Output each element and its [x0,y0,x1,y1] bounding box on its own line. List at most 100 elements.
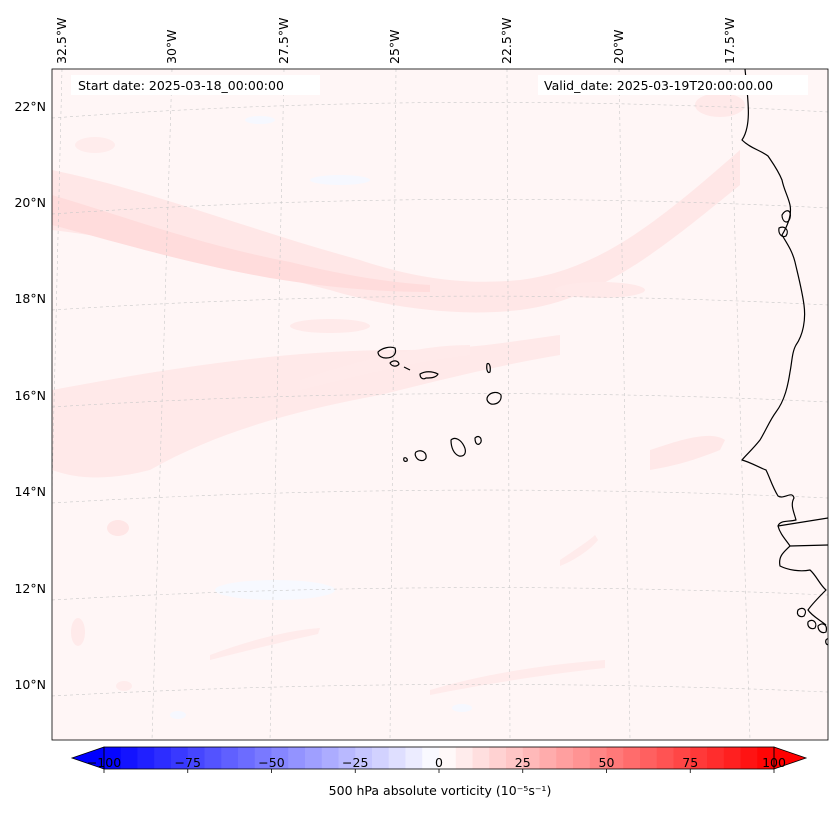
coastlines [741,69,828,646]
colorbar-cell [606,747,624,769]
vorticity-neg-blob-3 [245,116,275,124]
africa-coastline [741,69,827,626]
coastal-islet-2 [778,226,788,238]
cbar-tick-label: 0 [435,755,443,770]
colorbar-cell [221,747,239,769]
colorbar-cell [472,747,490,769]
colorbar-cell [589,747,607,769]
lon-label-25w: 25°W [387,29,402,64]
colorbar-cell [539,747,557,769]
colorbar-cell [171,747,189,769]
vorticity-blob-6 [695,93,745,117]
colorbar-cell [489,747,507,769]
island-santiago [450,437,466,457]
island-brava [403,457,408,462]
colorbar-tick-labels: −100 −75 −50 −25 0 25 50 75 100 [87,755,786,770]
colorbar-cell [238,747,256,769]
valid-date-text: Valid_date: 2025-03-19T20:00:00.00 [544,78,773,93]
colorbar-cell [120,747,138,769]
vorticity-blob-7 [75,137,115,153]
lat-label-20n: 20°N [14,195,46,210]
island-sal [486,362,491,374]
lat-label-12n: 12°N [14,581,46,596]
colorbar-cell [137,747,155,769]
vorticity-band-lower [52,335,560,478]
colorbar-cell [673,747,691,769]
colorbar-cell [204,747,222,769]
map-frame [51,68,829,741]
vorticity-blob-4 [290,319,370,333]
bijagos-island-1 [796,607,807,618]
vorticity-streak-5 [210,628,320,660]
vorticity-neg-blob-2 [215,580,335,600]
vorticity-neg-blob-4 [170,711,186,719]
island-sao-nicolau [419,371,439,380]
colorbar-ticks [103,769,775,773]
colorbar-cell [740,747,758,769]
start-date-box: Start date: 2025-03-18_00:00:00 [71,75,320,95]
cbar-tick-label: −75 [175,755,201,770]
lon-label-27-5w: 27.5°W [276,18,291,64]
colorbar-cell [372,747,390,769]
colorbar-cell [422,747,440,769]
lon-label-32-5w: 32.5°W [54,18,69,64]
vorticity-streak-4 [430,660,605,695]
vorticity-field [52,93,745,719]
island-santo-antao [377,346,397,359]
colorbar-cell [506,747,524,769]
colorbar-cell [104,747,122,769]
colorbar-cell [405,747,423,769]
lat-label-10n: 10°N [14,677,46,692]
colorbar-cell [522,747,540,769]
colorbar-cell [271,747,289,769]
colorbar-cell [723,747,741,769]
cbar-tick-label: 100 [762,755,786,770]
latitude-labels: 22°N 20°N 18°N 16°N 14°N 12°N 10°N [14,99,46,692]
colorbar-cell [656,747,674,769]
colorbar-cell [254,747,272,769]
colorbar-cell [573,747,591,769]
colorbar-cell [305,747,323,769]
start-date-text: Start date: 2025-03-18_00:00:00 [78,78,284,93]
gambia-inlet [789,544,828,547]
colorbar-cell [154,747,172,769]
lat-label-22n: 22°N [14,99,46,114]
colorbar: −100 −75 −50 −25 0 25 50 75 100 500 hPa … [70,746,808,798]
colorbar-cell [623,747,641,769]
cbar-tick-label: −50 [258,755,284,770]
colorbar-cell [707,747,725,769]
colorbar-cell [640,747,658,769]
colorbar-cell [321,747,339,769]
island-maio [474,436,482,445]
colorbar-cell [455,747,473,769]
coastal-islet-1 [781,210,791,223]
vorticity-streak-1 [300,345,470,390]
longitude-labels: 32.5°W 30°W 27.5°W 25°W 22.5°W 20°W 17.5… [54,18,737,64]
vorticity-streak-3 [560,535,598,566]
vorticity-band-upper [52,150,740,313]
island-santa-luzia [403,366,411,371]
colorbar-cell [355,747,373,769]
vorticity-neg-blob-5 [452,704,472,712]
bijagos-island-3 [817,623,827,634]
lat-label-18n: 18°N [14,291,46,306]
lon-label-17-5w: 17.5°W [722,18,737,64]
vorticity-blob-3 [116,681,132,691]
cape-verde-islands [377,346,502,462]
colorbar-cell [288,747,306,769]
cbar-tick-label: 75 [682,755,698,770]
bijagos-island-2 [807,619,817,630]
colorbar-cells [104,747,775,769]
colorbar-cell [338,747,356,769]
lon-label-30w: 30°W [164,29,179,64]
colorbar-cell [757,747,775,769]
island-fogo [414,450,427,462]
lat-label-14n: 14°N [14,484,46,499]
lat-label-16n: 16°N [14,388,46,403]
colorbar-cell [388,747,406,769]
vorticity-band-core [52,195,430,292]
vorticity-blob-1 [107,520,129,536]
cbar-tick-label: −25 [342,755,368,770]
colorbar-label: 500 hPa absolute vorticity (10⁻⁵s⁻¹) [329,783,552,798]
